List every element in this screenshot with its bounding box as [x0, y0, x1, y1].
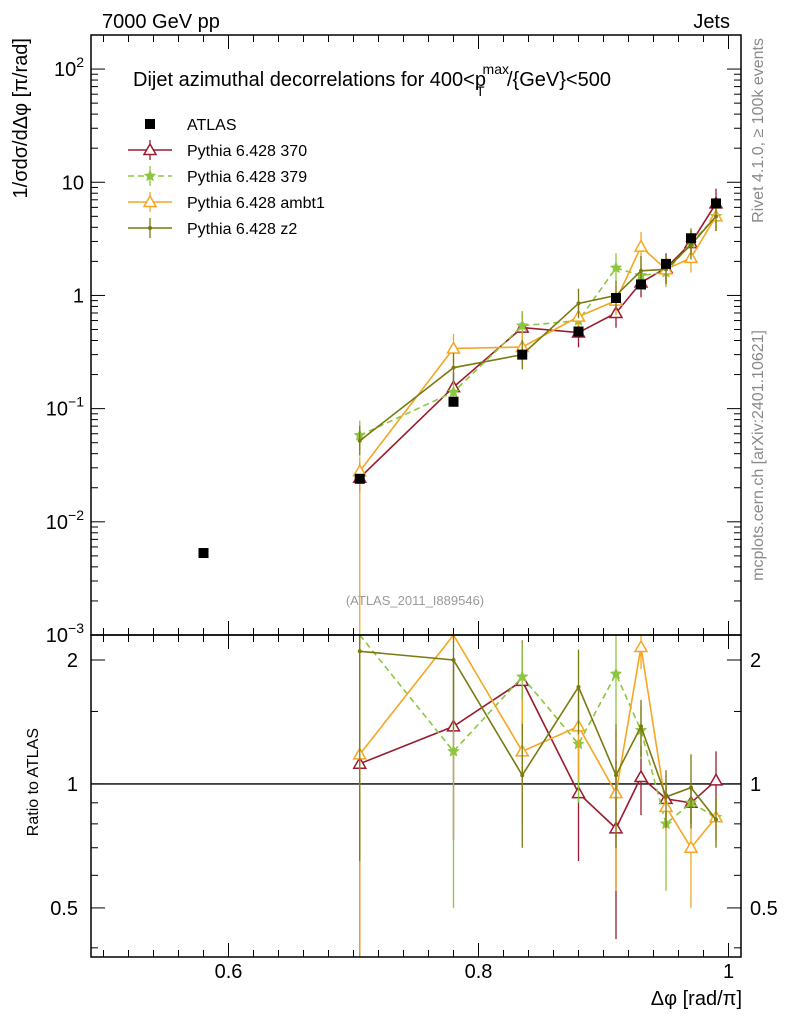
- series-line: [359, 215, 717, 437]
- dot-marker: [451, 365, 456, 370]
- y-tick-exponent: −1: [68, 394, 84, 410]
- atlas-point: [686, 233, 696, 244]
- atlas-point: [448, 396, 459, 407]
- triangle-marker: [708, 772, 724, 786]
- star-marker: [515, 670, 529, 683]
- y-tick-base: 10: [46, 512, 68, 534]
- y-tick-base: 1: [73, 285, 84, 307]
- dot-marker: [664, 794, 668, 799]
- dot-marker: [689, 242, 693, 247]
- y-tick-label: 10: [62, 172, 84, 194]
- dot-marker: [576, 684, 581, 689]
- rivet-version-label: Rivet 4.1.0, ≥ 100k events: [750, 38, 767, 223]
- y-tick-label: 10−3: [46, 620, 84, 647]
- x-tick-label: 0.8: [465, 961, 493, 983]
- ratio-tick-label-left: 2: [67, 650, 78, 672]
- dot-marker: [714, 214, 718, 219]
- atlas-point: [354, 473, 365, 484]
- legend-atlas-marker: [145, 119, 155, 129]
- dot-marker: [357, 438, 362, 443]
- chart-title: Dijet azimuthal decorrelations for 400<p…: [133, 61, 611, 99]
- y-tick-exponent: −3: [68, 620, 84, 636]
- legend-entry: Pythia 6.428 ambt1: [128, 192, 325, 212]
- ratio-tick-label-right: 1: [750, 774, 761, 796]
- dot-marker: [451, 657, 456, 662]
- chart-title-sup: max: [483, 61, 509, 77]
- triangle-marker: [142, 142, 158, 156]
- star-marker: [143, 169, 157, 182]
- legend-label: Pythia 6.428 ambt1: [187, 195, 325, 212]
- legend-label: Pythia 6.428 z2: [187, 221, 297, 238]
- ratio-tick-label-left: 0.5: [50, 898, 78, 920]
- y-tick-base: 10: [62, 172, 84, 194]
- y-tick-label: 10−1: [46, 394, 84, 421]
- chart-title-end: /{GeV}<500: [507, 69, 611, 91]
- dot-marker: [520, 773, 525, 778]
- dot-marker: [576, 301, 581, 306]
- ratio-y-axis-label: Ratio to ATLAS: [25, 728, 42, 836]
- dot-marker: [714, 817, 718, 822]
- y-tick-base: 10: [46, 399, 68, 421]
- y-tick-label: 10−2: [46, 507, 84, 534]
- star-marker: [609, 667, 623, 680]
- ratio-series-line: [359, 634, 717, 826]
- legend-entry: ATLAS: [145, 117, 237, 134]
- dot-marker: [689, 785, 693, 790]
- ratio-series-3: [357, 635, 718, 861]
- dot-marker: [614, 773, 618, 778]
- legend-label: Pythia 6.428 370: [187, 143, 307, 160]
- y-axis-label: 1/σdσ/dΔφ [π/rad]: [10, 38, 32, 198]
- legend-entry: Pythia 6.428 379: [128, 166, 307, 186]
- atlas-point: [517, 349, 528, 360]
- atlas-point: [573, 326, 584, 337]
- dot-marker: [639, 724, 643, 729]
- chart-title-main: Dijet azimuthal decorrelations for 400<p: [133, 69, 486, 91]
- y-tick-base: 10: [46, 625, 68, 647]
- header-left-label: 7000 GeV pp: [102, 11, 220, 33]
- ratio-tick-label-right: 0.5: [750, 898, 778, 920]
- x-tick-label: 1: [723, 961, 734, 983]
- atlas-point: [611, 292, 621, 303]
- y-tick-exponent: −2: [68, 507, 84, 523]
- dot-marker: [639, 268, 643, 273]
- analysis-watermark: (ATLAS_2011_I889546): [346, 593, 484, 608]
- y-tick-base: 10: [54, 59, 76, 81]
- legend-entry: Pythia 6.428 370: [128, 140, 307, 160]
- legend-label: Pythia 6.428 379: [187, 169, 307, 186]
- x-axis-label: Δφ [rad/π]: [651, 988, 742, 1010]
- ratio-axes: 0.6 0.8 1 0.5 0.5 1 1 2 2: [50, 635, 778, 983]
- atlas-point: [661, 258, 671, 269]
- triangle-marker: [633, 239, 649, 252]
- dot-marker: [148, 226, 152, 230]
- atlas-point: [711, 198, 721, 209]
- header-right-label: Jets: [693, 11, 730, 33]
- chart-marks: [198, 188, 724, 957]
- triangle-marker: [683, 840, 699, 853]
- triangle-marker: [633, 639, 649, 653]
- atlas-data: [198, 198, 721, 559]
- legend-label: ATLAS: [187, 117, 237, 134]
- dot-marker: [357, 649, 362, 654]
- ratio-tick-label-left: 1: [67, 774, 78, 796]
- mcplots-label: mcplots.cern.ch [arXiv:2401.10621]: [750, 330, 767, 581]
- ratio-plot-frame: [90, 634, 742, 958]
- star-marker: [447, 385, 460, 398]
- atlas-point: [198, 548, 209, 559]
- legend: ATLAS Pythia 6.428 370 Pythia 6.428 379 Pyt…: [128, 117, 325, 238]
- triangle-marker: [633, 769, 649, 783]
- star-marker: [515, 319, 529, 332]
- triangle-marker: [142, 194, 158, 208]
- star-marker: [609, 261, 623, 274]
- y-tick-label: 102: [54, 54, 84, 81]
- legend-entry: Pythia 6.428 z2: [128, 218, 297, 238]
- ratio-tick-label-right: 2: [750, 650, 761, 672]
- star-marker: [447, 744, 460, 757]
- chart-title-sub: T: [476, 83, 485, 99]
- y-tick-label: 1: [73, 285, 84, 307]
- atlas-point: [636, 279, 646, 290]
- x-tick-label: 0.6: [215, 961, 243, 983]
- y-tick-exponent: 2: [76, 54, 84, 70]
